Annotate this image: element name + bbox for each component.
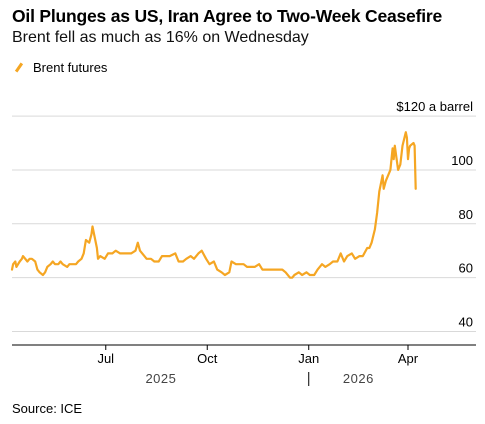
year-label: 2026 bbox=[343, 371, 374, 386]
y-tick-label: 100 bbox=[451, 153, 473, 168]
y-tick-label: 80 bbox=[459, 207, 473, 222]
y-tick-label: 60 bbox=[459, 261, 473, 276]
series-line bbox=[10, 131, 417, 279]
y-tick-label: 40 bbox=[459, 315, 473, 330]
x-tick-label: Jul bbox=[97, 351, 114, 366]
year-label: 2025 bbox=[145, 371, 176, 386]
x-tick-label: Oct bbox=[197, 351, 218, 366]
legend: Brent futures bbox=[12, 60, 107, 75]
y-tick-label: $120 a barrel bbox=[396, 99, 473, 114]
x-tick-label: Jan bbox=[298, 351, 319, 366]
chart-subtitle: Brent fell as much as 16% on Wednesday bbox=[12, 29, 309, 46]
x-tick-label: Apr bbox=[398, 351, 419, 366]
source-note: Source: ICE bbox=[12, 401, 83, 416]
legend-label: Brent futures bbox=[33, 60, 108, 75]
chart-title: Oil Plunges as US, Iran Agree to Two-Wee… bbox=[12, 6, 443, 26]
